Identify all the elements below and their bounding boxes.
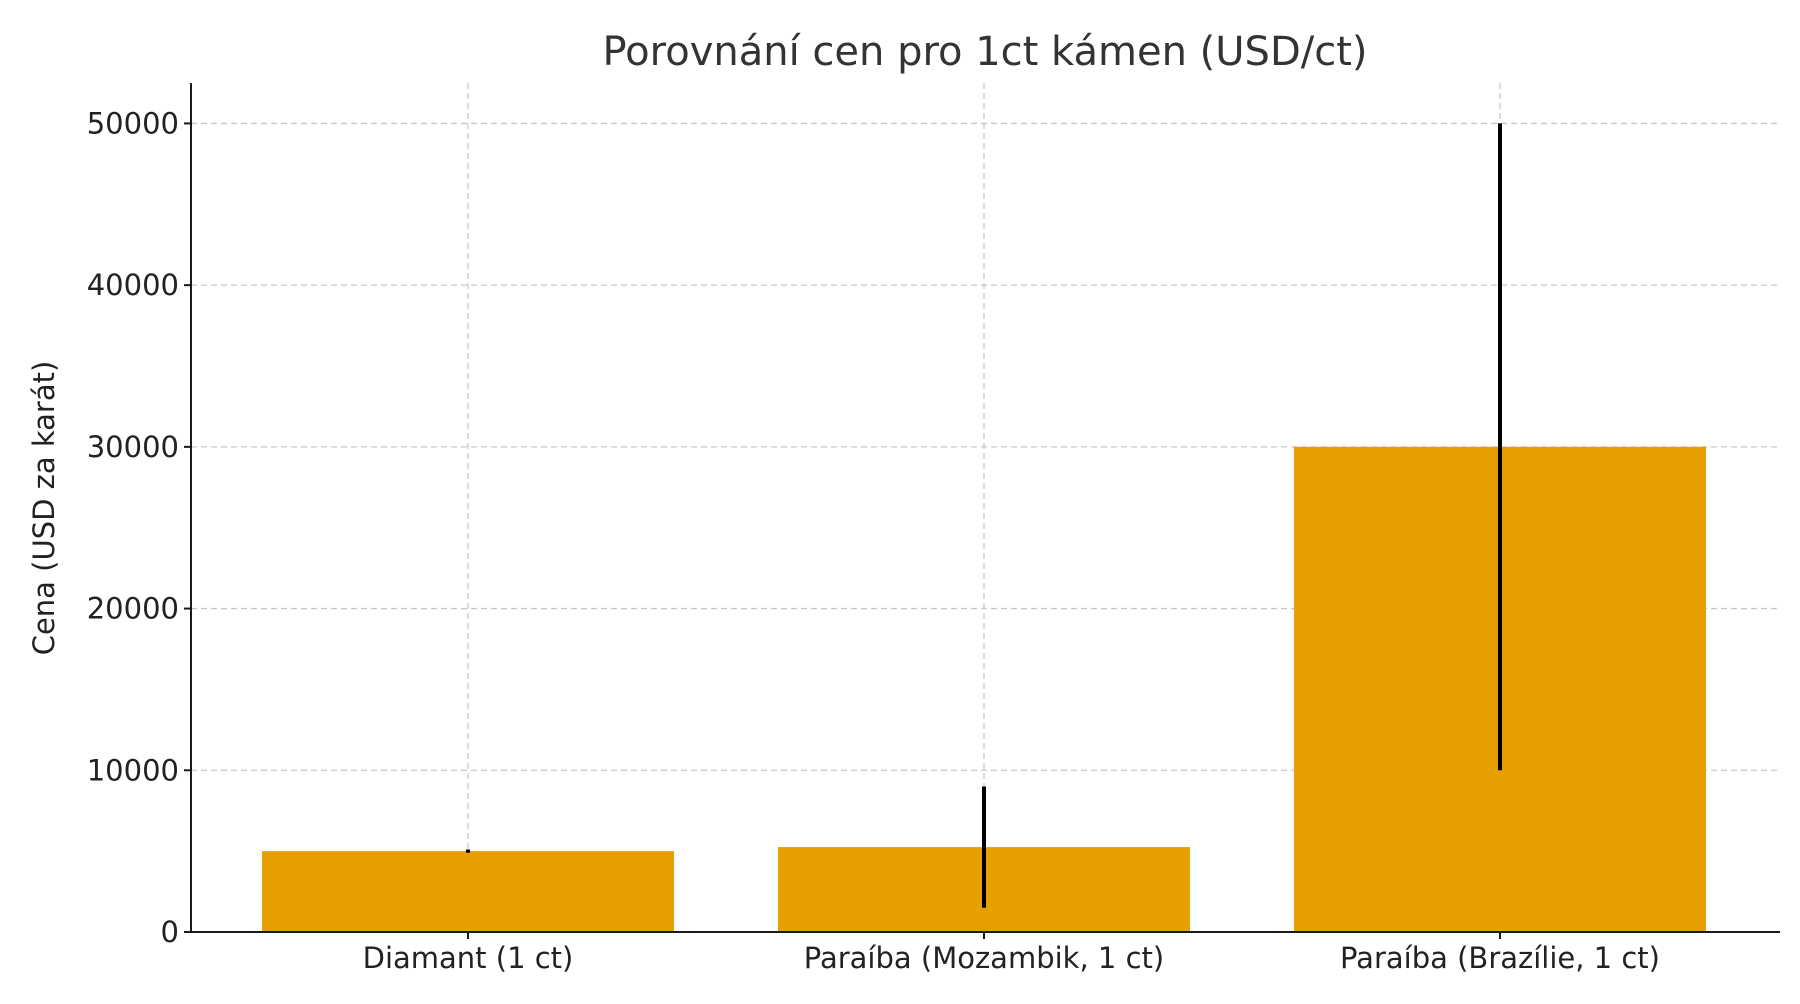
error-bars-layer xyxy=(466,123,1502,908)
y-tick-label: 30000 xyxy=(87,430,179,464)
grid-layer xyxy=(191,83,1780,932)
y-tick-label: 40000 xyxy=(87,268,179,302)
y-tick-label: 10000 xyxy=(87,753,179,787)
y-tick-label: 20000 xyxy=(87,592,179,626)
x-tick-label: Diamant (1 ct) xyxy=(363,941,574,975)
bar xyxy=(262,851,674,932)
x-tick-label: Paraíba (Brazílie, 1 ct) xyxy=(1340,941,1660,975)
axes-layer xyxy=(190,83,1780,933)
y-tick-label: 50000 xyxy=(87,106,179,140)
x-tick-label: Paraíba (Mozambik, 1 ct) xyxy=(804,941,1164,975)
y-tick-label: 0 xyxy=(161,915,179,949)
y-axis-label: Cena (USD za karát) xyxy=(27,361,61,656)
ticks-layer: 0 10000 20000 30000 40000 50000 Diamant (1 ct)… xyxy=(87,106,1660,975)
chart-title: Porovnání cen pro 1ct kámen (USD/ct) xyxy=(602,29,1367,75)
